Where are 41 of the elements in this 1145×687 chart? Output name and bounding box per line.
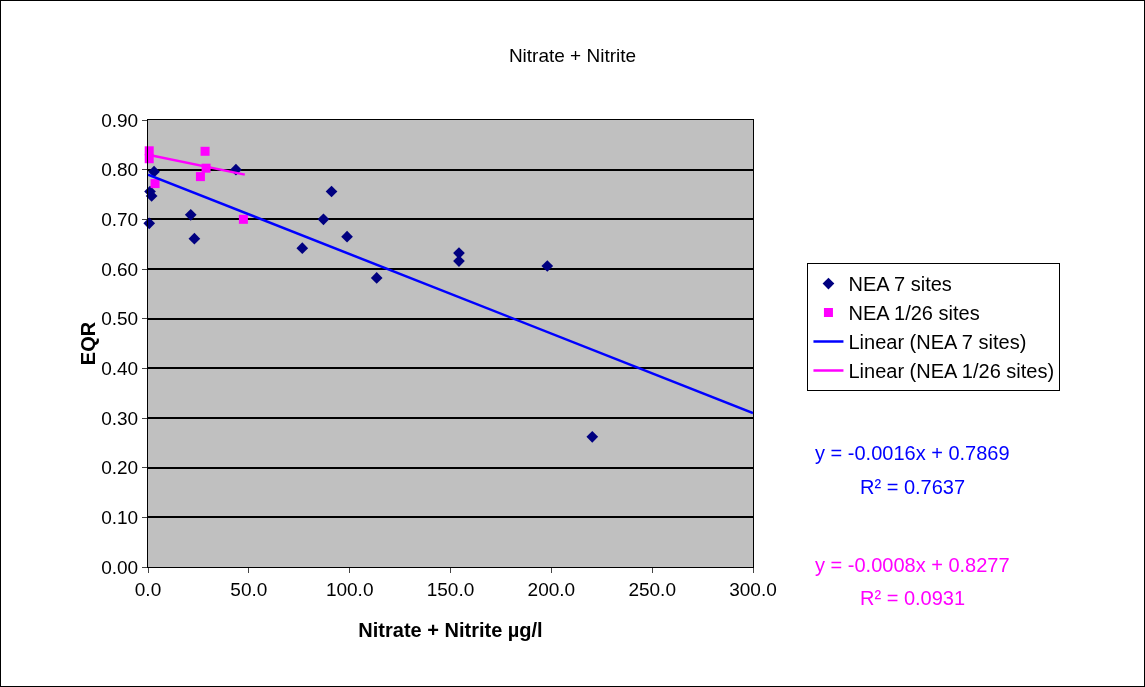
text: R² = 0.0931: [860, 587, 966, 609]
text: R² = 0.7637: [860, 476, 966, 498]
x-tick-label: 200.0: [527, 578, 576, 600]
y-axis-title: EQR: [77, 321, 100, 366]
x-tick-label: 300.0: [729, 578, 777, 600]
legend-label: Linear (NEA 7 sites): [848, 331, 1027, 354]
y-tick-label: 0.30: [101, 407, 139, 429]
legend-label: NEA 1/26 sites: [848, 302, 980, 325]
point: [195, 172, 205, 182]
x-axis-title: Nitrate + Nitrite µg/l: [358, 619, 543, 641]
x-tick-label: 50.0: [230, 578, 268, 600]
y-tick-label: 0.10: [101, 506, 139, 528]
point: [317, 213, 330, 226]
y-tick-label: 0.20: [101, 457, 139, 479]
x-tick-label: 250.0: [628, 578, 676, 600]
x-tick-label: 150.0: [426, 578, 475, 600]
point: [150, 179, 160, 189]
legend-label: NEA 7 sites: [848, 273, 952, 296]
y-tick-label: 0.90: [101, 109, 139, 131]
y-tick-label: 0.80: [101, 159, 139, 181]
point: [370, 272, 383, 284]
point: [341, 230, 353, 243]
point: [200, 146, 210, 156]
y-tick-label: 0.70: [101, 208, 139, 230]
y-tick-label: 0.50: [101, 308, 139, 330]
x-tick-label: 0.0: [134, 578, 162, 600]
point: [296, 242, 309, 254]
point: [325, 185, 338, 198]
legend-label: Linear (NEA 1/26 sites): [848, 360, 1055, 383]
y-tick-label: 0.40: [101, 357, 139, 379]
point: [586, 431, 599, 443]
point: [188, 232, 201, 245]
point: [238, 214, 248, 224]
text: y = -0.0016x + 0.7869: [815, 442, 1010, 464]
x-tick-label: 100.0: [325, 578, 374, 600]
point: [541, 260, 554, 272]
text: y = -0.0008x + 0.8277: [815, 554, 1010, 576]
y-tick-label: 0.60: [101, 258, 139, 280]
y-tick-label: 0.00: [101, 556, 139, 578]
point: [184, 209, 197, 221]
chart-title: Nitrate + Nitrite: [508, 45, 637, 67]
